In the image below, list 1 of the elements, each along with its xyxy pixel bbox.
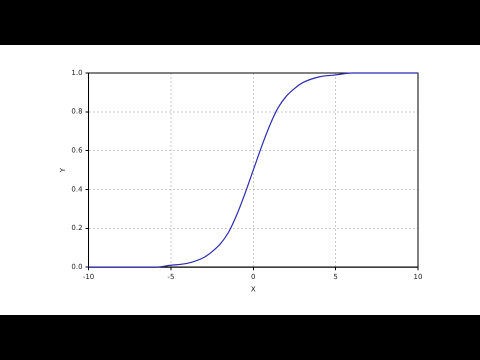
line-series — [88, 72, 419, 268]
